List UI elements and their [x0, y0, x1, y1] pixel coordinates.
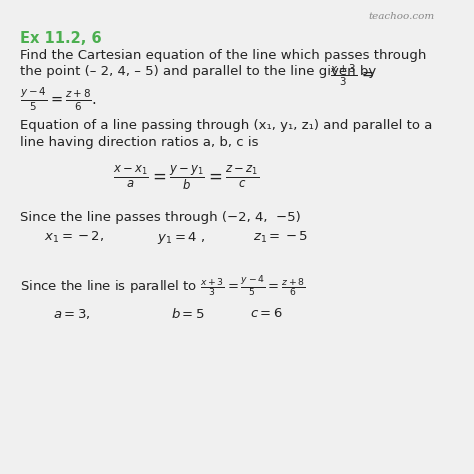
Text: $\frac{x-x_1}{a}=\frac{y-y_1}{b}=\frac{z-z_1}{c}$: $\frac{x-x_1}{a}=\frac{y-y_1}{b}=\frac{z… [113, 164, 259, 192]
Text: $z_1 = -5$: $z_1 = -5$ [253, 230, 308, 245]
Text: Since the line is parallel to $\frac{x+3}{3}=\frac{y-4}{5}=\frac{z+8}{6}$: Since the line is parallel to $\frac{x+3… [20, 275, 306, 299]
Text: $c = 6$: $c = 6$ [250, 307, 283, 320]
Text: Ex 11.2, 6: Ex 11.2, 6 [20, 31, 101, 46]
Text: Since the line passes through (−2, 4,  −5): Since the line passes through (−2, 4, −5… [20, 211, 301, 224]
Text: teachoo.com: teachoo.com [368, 12, 434, 21]
Text: $\frac{x+3}{3}$ =: $\frac{x+3}{3}$ = [330, 63, 374, 88]
Text: Equation of a line passing through (x₁, y₁, z₁) and parallel to a: Equation of a line passing through (x₁, … [20, 118, 432, 131]
Text: $b = 5$: $b = 5$ [171, 307, 205, 321]
Text: Find the Cartesian equation of the line which passes through: Find the Cartesian equation of the line … [20, 49, 426, 62]
Text: $\frac{y-4}{5}=\frac{z+8}{6}$.: $\frac{y-4}{5}=\frac{z+8}{6}$. [20, 85, 97, 113]
Text: line having direction ratios a, b, c is: line having direction ratios a, b, c is [20, 136, 258, 149]
Text: $x_1 = -2,$: $x_1 = -2,$ [45, 230, 105, 245]
Text: the point (– 2, 4, – 5) and parallel to the line given by: the point (– 2, 4, – 5) and parallel to … [20, 65, 376, 78]
Text: $y_1 = 4$ ,: $y_1 = 4$ , [157, 230, 206, 246]
Text: $a = 3,$: $a = 3,$ [53, 307, 91, 321]
